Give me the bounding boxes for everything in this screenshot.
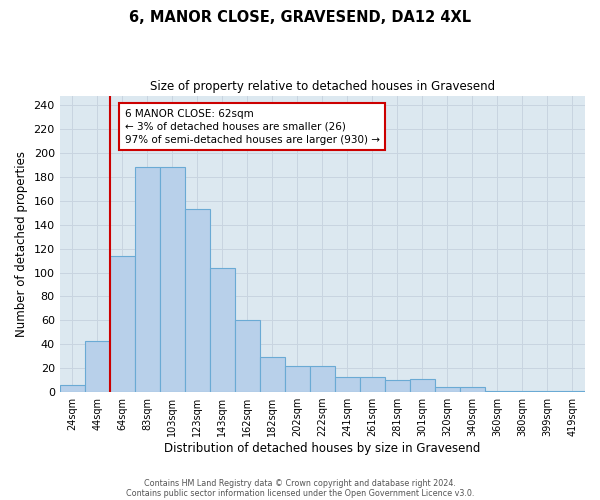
Bar — [385, 380, 410, 392]
Text: 6, MANOR CLOSE, GRAVESEND, DA12 4XL: 6, MANOR CLOSE, GRAVESEND, DA12 4XL — [129, 10, 471, 25]
Bar — [560, 391, 585, 392]
Bar — [285, 366, 310, 392]
Bar — [59, 385, 85, 392]
Bar — [535, 391, 560, 392]
Bar — [160, 168, 185, 392]
Bar — [135, 168, 160, 392]
Title: Size of property relative to detached houses in Gravesend: Size of property relative to detached ho… — [150, 80, 495, 93]
X-axis label: Distribution of detached houses by size in Gravesend: Distribution of detached houses by size … — [164, 442, 481, 455]
Bar — [110, 256, 135, 392]
Y-axis label: Number of detached properties: Number of detached properties — [15, 151, 28, 337]
Bar — [310, 366, 335, 392]
Bar — [360, 376, 385, 392]
Bar — [185, 209, 210, 392]
Bar — [210, 268, 235, 392]
Bar — [335, 376, 360, 392]
Bar — [85, 340, 110, 392]
Bar — [235, 320, 260, 392]
Text: 6 MANOR CLOSE: 62sqm
← 3% of detached houses are smaller (26)
97% of semi-detach: 6 MANOR CLOSE: 62sqm ← 3% of detached ho… — [125, 108, 380, 145]
Bar — [485, 391, 510, 392]
Text: Contains HM Land Registry data © Crown copyright and database right 2024.: Contains HM Land Registry data © Crown c… — [144, 478, 456, 488]
Text: Contains public sector information licensed under the Open Government Licence v3: Contains public sector information licen… — [126, 488, 474, 498]
Bar — [510, 391, 535, 392]
Bar — [460, 388, 485, 392]
Bar — [435, 388, 460, 392]
Bar — [410, 379, 435, 392]
Bar — [260, 358, 285, 392]
